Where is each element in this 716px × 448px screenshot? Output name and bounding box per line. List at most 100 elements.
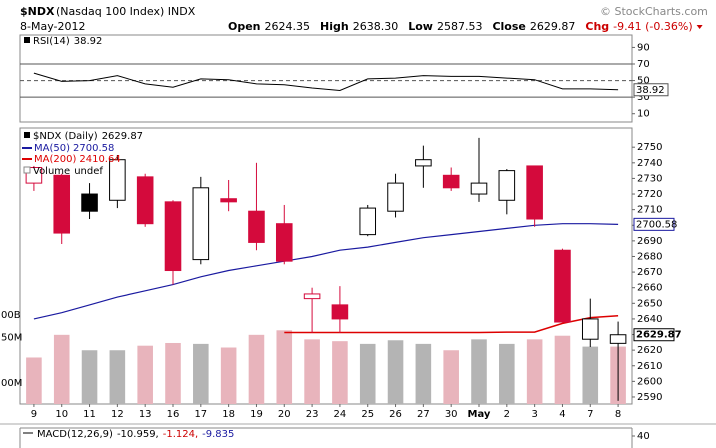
x-tick-label: 12 xyxy=(111,409,124,420)
x-tick-label: 8 xyxy=(615,409,621,420)
volume-bar xyxy=(276,330,293,404)
panel-value: 38.92 xyxy=(74,36,103,47)
last-value: 2700.58 xyxy=(636,219,677,230)
rsi-line xyxy=(33,72,619,92)
legend-value: undef xyxy=(74,166,103,177)
x-tick-label: 25 xyxy=(361,409,374,420)
y-tick-label: 50 xyxy=(637,76,650,87)
candle-body xyxy=(248,210,265,243)
volume-bar xyxy=(137,345,153,404)
last-value: 38.92 xyxy=(636,85,665,96)
volume-tick-label: 00B xyxy=(1,310,21,321)
last-value-box xyxy=(633,83,669,97)
panel-title: MACD(12,26,9) xyxy=(37,429,113,440)
last-value: 2629.87 xyxy=(636,330,682,341)
volume-bar xyxy=(526,339,543,404)
y-tick-label: 2650 xyxy=(637,298,662,309)
candle-body xyxy=(136,176,154,225)
x-tick-label: 9 xyxy=(31,409,37,420)
candle-body xyxy=(442,174,460,189)
legend-label: Volume xyxy=(33,166,70,177)
volume-bar xyxy=(193,343,209,404)
x-tick-label: 24 xyxy=(334,409,347,420)
y-tick-label: 2680 xyxy=(637,251,662,262)
legend-value: 2410.64 xyxy=(79,154,120,165)
quote-value: 2629.87 xyxy=(530,20,576,33)
candle-body xyxy=(415,159,432,167)
x-tick-label: 23 xyxy=(306,409,319,420)
candle-body xyxy=(470,182,488,195)
symbol-name: (Nasdaq 100 Index) INDX xyxy=(56,5,196,18)
y-tick-label: 10 xyxy=(637,109,650,120)
last-value-box xyxy=(633,328,675,342)
legend-icon xyxy=(23,166,31,174)
panel-frame xyxy=(19,34,633,123)
quote-value: -9.41 (-0.36%) xyxy=(613,20,692,33)
volume-bar xyxy=(53,334,70,404)
y-tick-label: 2730 xyxy=(637,173,662,184)
legend-label: MA(200) xyxy=(34,154,76,165)
candle-body xyxy=(581,318,599,340)
y-tick-label: 2720 xyxy=(637,189,662,200)
macd-value: -9.835 xyxy=(202,429,234,440)
legend-label: $NDX (Daily) xyxy=(33,131,98,142)
y-tick-label: 2600 xyxy=(637,376,662,387)
x-tick-label: 11 xyxy=(83,409,96,420)
x-tick-label: 19 xyxy=(250,409,263,420)
y-tick-label: 30 xyxy=(637,92,650,103)
candle-body xyxy=(303,293,321,300)
macd-value: -10.959, xyxy=(117,429,159,440)
legend-value: 2700.58 xyxy=(73,143,114,154)
x-tick-label: 18 xyxy=(222,409,235,420)
quote-value: 2624.35 xyxy=(265,20,311,33)
quote-label: High xyxy=(320,20,349,33)
legend-label: MA(50) xyxy=(34,143,70,154)
panel-title: RSI(14) xyxy=(33,36,70,47)
y-tick-label: 2610 xyxy=(637,361,662,372)
x-tick-label: 26 xyxy=(389,409,402,420)
candle-body xyxy=(331,304,349,320)
symbol: $NDX xyxy=(20,5,55,18)
quote-label: Chg xyxy=(585,20,609,33)
y-tick-label: 2660 xyxy=(637,283,662,294)
x-tick-label: May xyxy=(468,409,491,420)
y-tick-label: 70 xyxy=(637,59,650,70)
candle-body xyxy=(554,249,571,323)
y-tick-label: 90 xyxy=(637,42,650,53)
source: © StockCharts.com xyxy=(600,5,708,18)
last-value-box xyxy=(633,217,675,231)
candle-body xyxy=(275,223,293,262)
y-tick-label: 2670 xyxy=(637,267,662,278)
x-tick-label: 17 xyxy=(194,409,207,420)
candle-body xyxy=(192,187,210,261)
volume-bar xyxy=(165,342,181,404)
x-tick-label: 2 xyxy=(504,409,510,420)
volume-bar xyxy=(415,343,432,404)
volume-bar xyxy=(81,350,98,404)
volume-bar xyxy=(248,334,265,404)
volume-bar xyxy=(332,341,348,404)
volume-tick-label: 50M xyxy=(1,333,22,344)
quote-label: Open xyxy=(228,20,261,33)
candle-body xyxy=(220,198,237,203)
volume-bar xyxy=(26,357,42,404)
x-tick-label: 4 xyxy=(559,409,565,420)
y-tick-label: 2710 xyxy=(637,205,662,216)
x-tick-label: 30 xyxy=(445,409,458,420)
macd-value: -1.124, xyxy=(163,429,198,440)
candle-body xyxy=(359,207,377,236)
date: 8-May-2012 xyxy=(20,20,85,33)
y-tick-label: 2640 xyxy=(637,314,662,325)
ma-line xyxy=(33,223,619,320)
legend-icon xyxy=(24,132,30,138)
x-tick-label: 7 xyxy=(587,409,593,420)
x-tick-label: 16 xyxy=(167,409,180,420)
x-tick-label: 20 xyxy=(278,409,291,420)
volume-bar xyxy=(220,347,237,404)
y-tick-label: 2620 xyxy=(637,345,662,356)
volume-bar xyxy=(554,335,571,404)
candle-body xyxy=(109,159,126,201)
candle-body xyxy=(498,170,516,201)
x-tick-label: 13 xyxy=(139,409,152,420)
